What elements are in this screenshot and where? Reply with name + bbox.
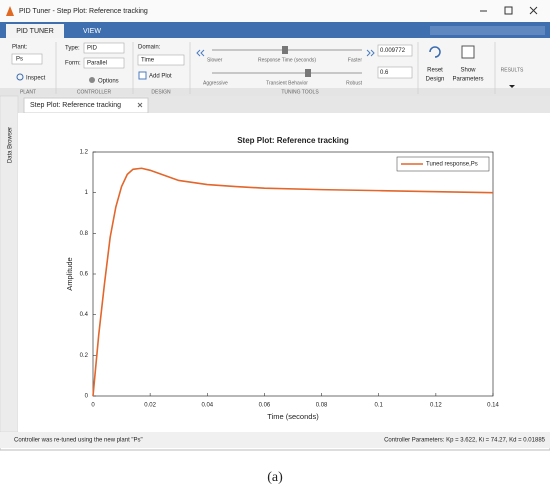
show-icon — [461, 45, 475, 59]
tab[interactable]: VIEW — [83, 28, 101, 35]
plot-area — [92, 151, 494, 397]
inspect-icon — [16, 73, 24, 81]
add-plot-icon — [138, 71, 147, 80]
slider-label: Faster — [348, 57, 363, 63]
y-tick-label: 0.4 — [80, 312, 89, 318]
y-tick-label: 0.6 — [80, 272, 89, 278]
slower-arrow[interactable] — [196, 49, 205, 57]
label: Domain: — [138, 45, 161, 51]
y-tick-label: 1.2 — [80, 150, 89, 156]
section-row — [0, 88, 550, 96]
domain-dropdown[interactable] — [137, 54, 185, 66]
y-tick-label: 1 — [85, 190, 89, 196]
transient-value: 0.6 — [380, 70, 389, 76]
x-tick-label: 0.14 — [487, 403, 499, 409]
line-series — [92, 167, 494, 397]
section-label: TUNING TOOLS — [281, 89, 319, 95]
form-dropdown[interactable] — [83, 57, 125, 69]
domain-value: Time — [141, 58, 155, 64]
doc-tab-close[interactable] — [137, 102, 143, 108]
type-dropdown[interactable] — [83, 42, 125, 54]
x-tick-label: 0.1 — [375, 403, 384, 409]
x-tick-label: 0.06 — [259, 403, 271, 409]
slider-label: Aggressive — [203, 80, 228, 86]
type-value: PID — [87, 46, 98, 52]
status-right: Controller Parameters: Kp = 3.622, Ki = … — [384, 438, 546, 444]
inspect-button[interactable]: Inspect — [26, 76, 46, 82]
options-icon — [89, 77, 95, 83]
results-label: RESULTS — [501, 67, 524, 73]
reset-icon — [429, 46, 441, 58]
y-tick-label: 0.8 — [80, 231, 89, 237]
x-tick-label: 0.12 — [430, 403, 442, 409]
slider-thumb[interactable] — [305, 69, 311, 77]
tab[interactable]: PID TUNER — [16, 28, 54, 35]
label: Form: — [65, 61, 81, 67]
show-button[interactable]: Show — [460, 68, 476, 74]
x-tick-label: 0.08 — [316, 403, 328, 409]
reset-button[interactable]: Reset — [427, 68, 443, 74]
x-tick-label: 0.02 — [144, 403, 156, 409]
label: Plant: — [12, 45, 28, 51]
side-panel-label[interactable]: Data Browser — [8, 127, 14, 163]
status-bar — [0, 432, 550, 448]
chart-title: Step Plot: Reference tracking — [237, 136, 349, 145]
faster-arrow[interactable] — [366, 49, 375, 57]
quick-access — [430, 26, 545, 35]
caption: (a) — [267, 470, 283, 485]
form-value: Parallel — [87, 61, 107, 67]
plant-dropdown[interactable] — [11, 53, 43, 65]
slider-label: Slower — [207, 57, 223, 63]
label: Type: — [65, 46, 80, 52]
status-left: Controller was re-tuned using the new pl… — [14, 438, 143, 444]
reset-button[interactable]: Design — [426, 77, 445, 83]
show-button[interactable]: Parameters — [452, 77, 483, 83]
tab-selected[interactable] — [6, 24, 64, 38]
section-label: CONTROLLER — [77, 89, 112, 95]
tab-strip — [0, 22, 550, 38]
y-tick-label: 0 — [85, 394, 89, 400]
results-arrow[interactable] — [509, 85, 515, 88]
add-plot-button[interactable]: Add Plot — [149, 74, 172, 80]
y-tick-label: 0.2 — [80, 353, 89, 359]
doc-tab-title: Step Plot: Reference tracking — [30, 102, 121, 109]
response-time-value: 0.009772 — [380, 48, 406, 54]
app-icon — [6, 6, 14, 16]
plant-value: Ps — [16, 57, 23, 63]
legend-label: Tuned response,Ps — [426, 162, 478, 168]
slider-label: Response Time (seconds) — [258, 57, 316, 63]
chart: Step Plot: Reference tracking Time (secon… — [65, 136, 500, 421]
title-bar — [0, 0, 550, 22]
x-tick-label: 0 — [91, 403, 95, 409]
y-axis-label: Amplitude — [65, 257, 74, 290]
section-label: PLANT — [20, 89, 36, 95]
value-field[interactable] — [377, 66, 413, 79]
slider-label: Robust — [346, 80, 362, 86]
section-label: DESIGN — [151, 89, 171, 95]
close[interactable] — [529, 6, 538, 15]
options-button[interactable]: Options — [98, 79, 119, 85]
x-axis-label: Time (seconds) — [267, 412, 319, 421]
x-tick-label: 0.04 — [201, 403, 213, 409]
slider-thumb[interactable] — [282, 46, 288, 54]
legend — [396, 156, 490, 172]
value-field[interactable] — [377, 44, 413, 57]
window-title: PID Tuner - Step Plot: Reference trackin… — [19, 8, 148, 15]
slider-label: Transient Behavior — [266, 80, 308, 86]
maximize[interactable] — [504, 6, 513, 15]
